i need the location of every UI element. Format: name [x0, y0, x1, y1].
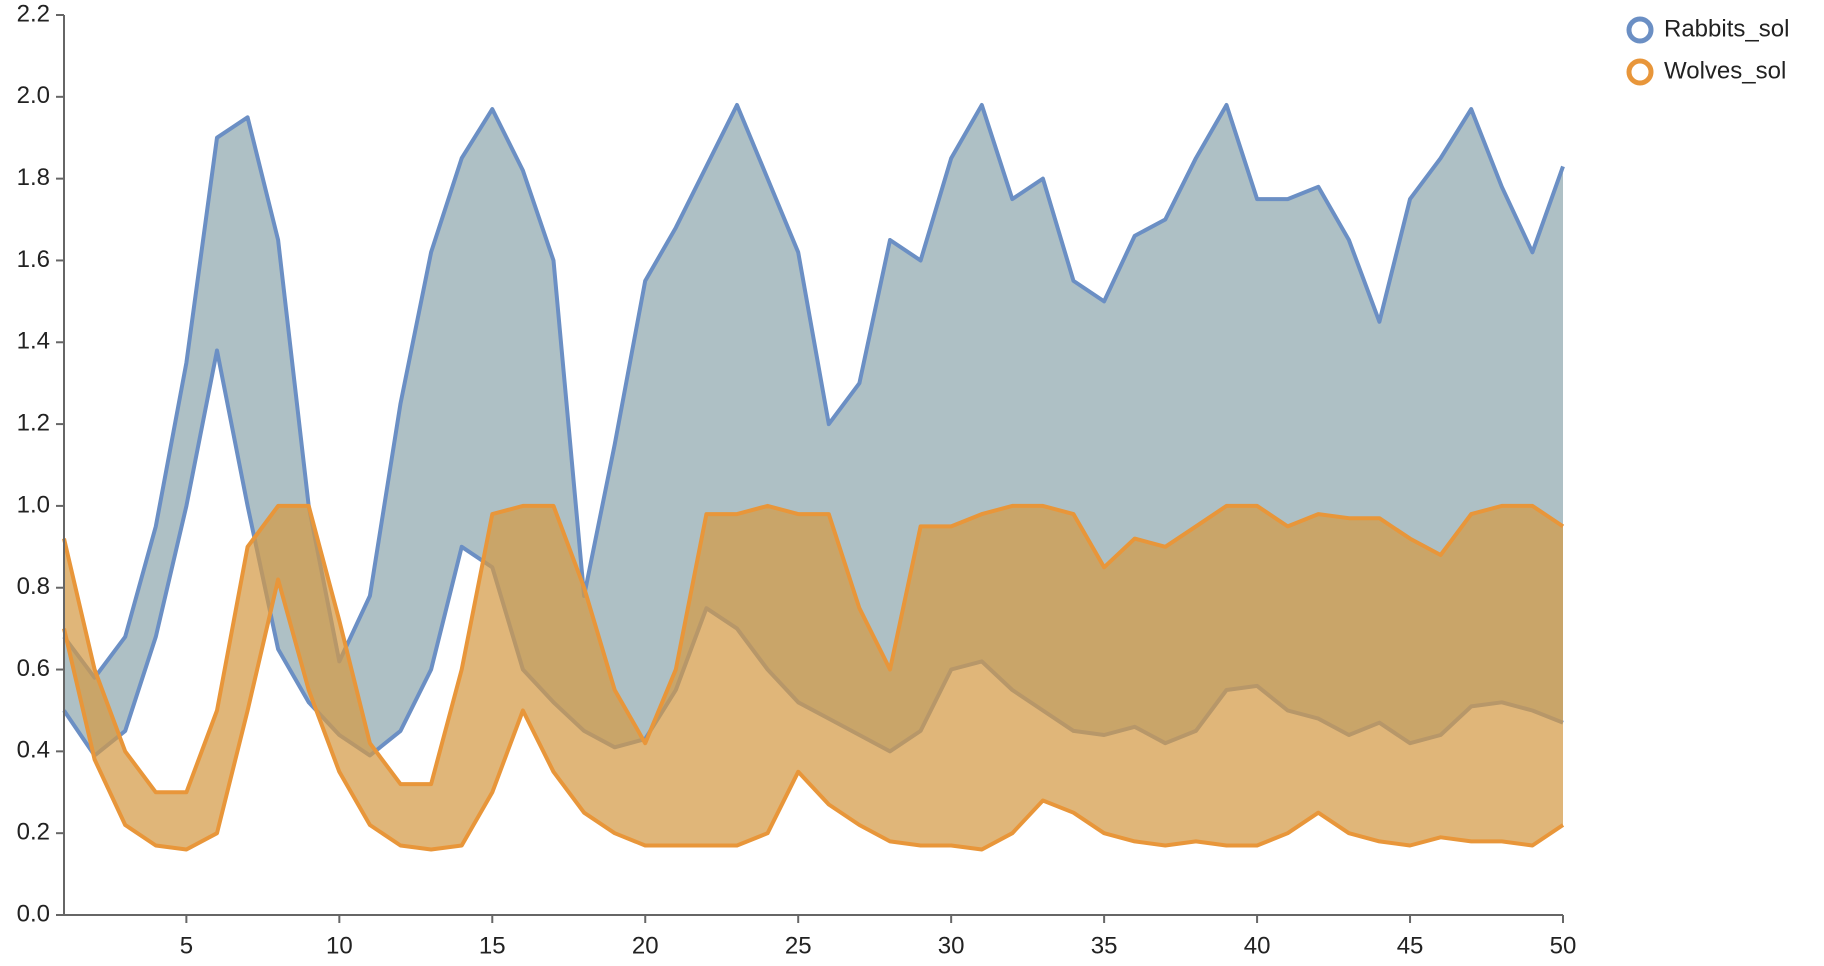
y-tick-label: 1.4	[17, 328, 50, 355]
x-tick-label: 15	[479, 932, 506, 959]
y-tick-label: 2.0	[17, 82, 50, 109]
x-tick-label: 25	[785, 932, 812, 959]
y-tick-label: 1.2	[17, 409, 50, 436]
x-tick-label: 30	[938, 932, 965, 959]
y-tick-label: 1.6	[17, 246, 50, 273]
y-tick-label: 0.6	[17, 655, 50, 682]
y-tick-label: 0.4	[17, 737, 50, 764]
x-tick-label: 45	[1397, 932, 1424, 959]
y-tick-label: 1.8	[17, 164, 50, 191]
x-tick-label: 40	[1244, 932, 1271, 959]
legend-label: Wolves_sol	[1664, 57, 1786, 84]
y-tick-label: 0.0	[17, 900, 50, 927]
x-tick-label: 5	[180, 932, 193, 959]
band-lower-line	[62, 577, 1565, 852]
x-tick-label: 20	[632, 932, 659, 959]
y-tick-label: 2.2	[17, 0, 50, 27]
legend-label: Rabbits_sol	[1664, 15, 1789, 42]
band-fill	[64, 505, 1563, 850]
y-tick-label: 1.0	[17, 491, 50, 518]
band-upper-line	[62, 503, 1565, 795]
x-tick-label: 35	[1091, 932, 1118, 959]
y-tick-label: 0.8	[17, 573, 50, 600]
legend-marker	[1626, 58, 1654, 86]
x-tick-label: 10	[326, 932, 353, 959]
x-tick-label: 50	[1550, 932, 1577, 959]
legend-marker	[1626, 16, 1654, 44]
y-tick-label: 0.2	[17, 819, 50, 846]
